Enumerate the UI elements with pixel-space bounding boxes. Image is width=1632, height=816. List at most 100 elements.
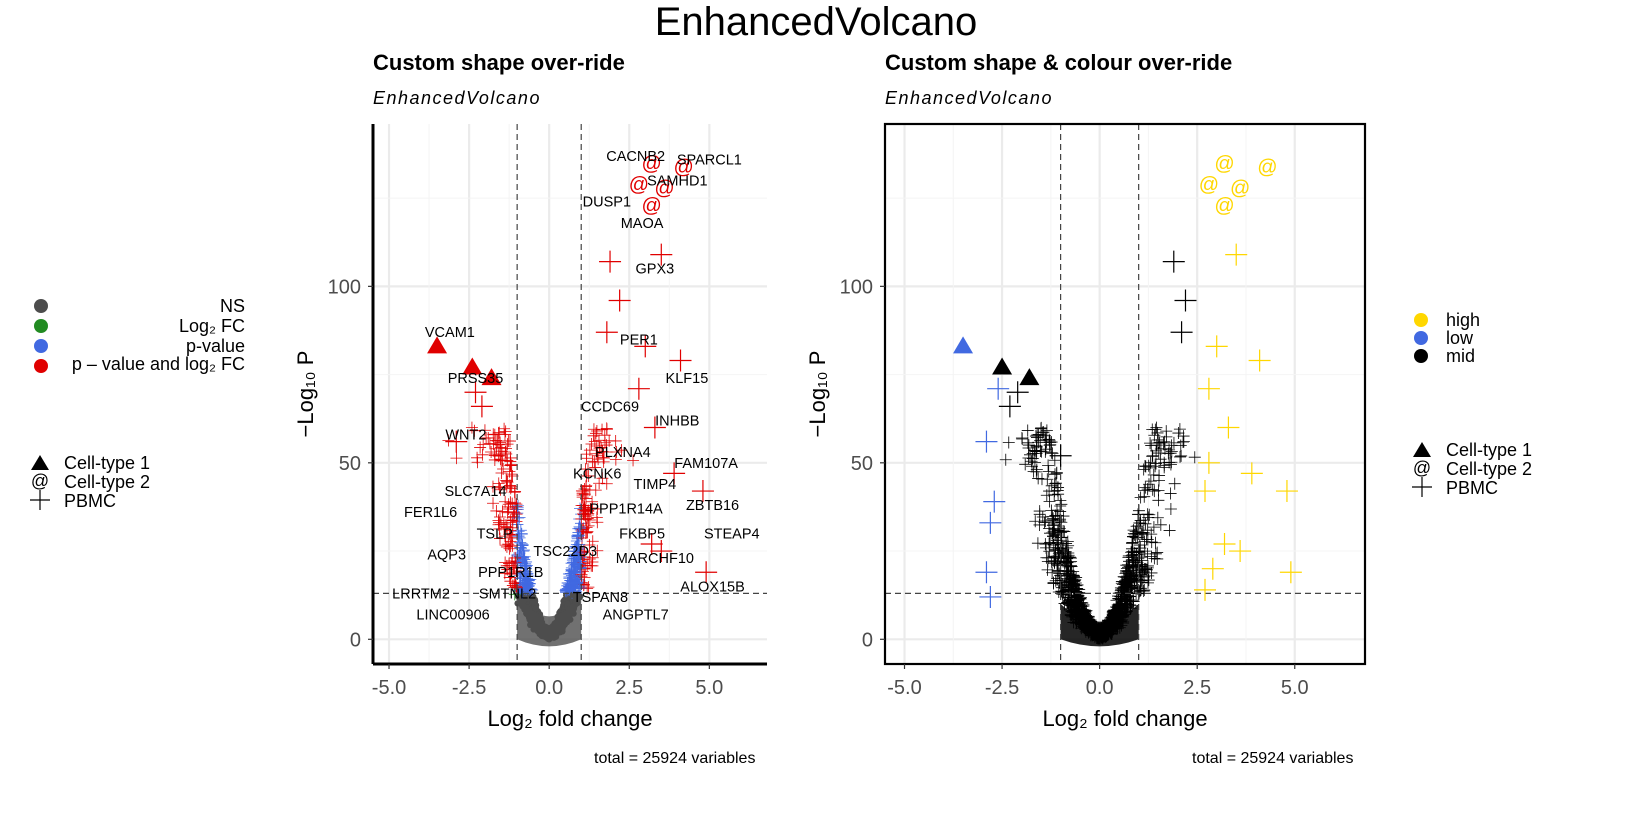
highlight-point-plus <box>1205 335 1228 358</box>
highlight-point-plus <box>1194 480 1216 503</box>
highlight-point-plus <box>695 561 718 584</box>
gene-label: ANGPTL7 <box>603 608 669 624</box>
gene-label: VCAM1 <box>425 325 475 341</box>
highlight-point-plus <box>975 430 998 453</box>
gene-label: MARCHF10 <box>616 551 694 567</box>
highlight-point-plus <box>691 480 714 503</box>
left-caption: total = 25924 variables <box>594 750 756 767</box>
gene-label: PPP1R14A <box>589 502 663 518</box>
highlight-point-at: @ <box>1214 153 1234 175</box>
highlight-point-plus <box>627 377 650 400</box>
highlight-point-at: @ <box>629 174 649 196</box>
background-points <box>442 421 640 647</box>
gene-label: FER1L6 <box>404 505 457 521</box>
gene-label: FKBP5 <box>619 526 665 542</box>
highlight-point-plus <box>1279 561 1302 584</box>
legend-left-shapes: Cell-type 1 @ Cell-type 2 PBMC <box>30 453 230 513</box>
highlight-point-at: @ <box>1214 195 1234 217</box>
highlight-point-plus <box>650 540 673 563</box>
highlight-point-at: @ <box>642 195 662 217</box>
x-tick-label: 2.5 <box>615 677 643 699</box>
highlight-point-plus <box>1229 540 1252 563</box>
x-axis-label: Log₂ fold change <box>1042 706 1207 731</box>
figure-title: EnhancedVolcano <box>654 0 978 44</box>
legend-low-dot <box>1414 331 1428 345</box>
y-tick-label: 50 <box>851 453 873 475</box>
gene-label: AQP3 <box>427 548 466 564</box>
highlight-point-plus <box>983 490 1006 513</box>
highlight-point-triangle <box>953 336 974 354</box>
highlight-point-plus <box>464 381 487 404</box>
legend-pbmc-label: PBMC <box>1446 478 1499 498</box>
gene-label: STEAP4 <box>704 526 760 542</box>
highlight-point-triangle <box>427 336 448 354</box>
background-points <box>999 421 1201 647</box>
gene-label: INHBB <box>655 413 699 429</box>
panel-border <box>883 122 1367 666</box>
gene-label: KCNK6 <box>573 466 621 482</box>
highlight-point-at: @ <box>1199 174 1219 196</box>
highlight-point-plus <box>470 395 493 418</box>
legend-both-dot <box>34 359 48 373</box>
cutoff-lines <box>373 124 767 664</box>
y-tick-label: 50 <box>339 453 361 475</box>
gene-label: LRRTM2 <box>392 586 450 602</box>
x-axis-label: Log₂ fold change <box>487 706 652 731</box>
gene-label: WNT2 <box>445 428 486 444</box>
gene-label: KLF15 <box>666 371 709 387</box>
legend-celltype1-label: Cell-type 1 <box>64 453 151 473</box>
gene-label: TSC22D3 <box>533 544 597 560</box>
highlight-point-plus <box>1213 533 1236 555</box>
x-tick-label: 5.0 <box>1281 677 1309 699</box>
legend-pbmc-label: PBMC <box>64 491 117 511</box>
highlight-point-plus <box>1201 557 1224 580</box>
right-panel-subtitle: EnhancedVolcano <box>885 88 1053 108</box>
cutoff-lines <box>885 124 1365 664</box>
triangle-icon <box>31 455 49 470</box>
highlight-point-plus <box>1170 321 1193 344</box>
x-tick-label: 0.0 <box>1086 677 1114 699</box>
y-tick-label: 100 <box>328 276 361 298</box>
legend-celltype2-label: Cell-type 2 <box>64 472 151 492</box>
highlight-point-plus <box>663 462 686 485</box>
gene-label: TSPAN8 <box>573 590 628 606</box>
gene-label: SMTNL2 <box>479 586 536 602</box>
highlight-point-plus <box>1197 451 1220 474</box>
highlight-point-plus <box>608 289 631 312</box>
gene-label: SAMHD1 <box>647 173 707 189</box>
legend-both-label: p – value and log₂ FC <box>71 354 245 374</box>
y-tick-label: 0 <box>350 629 361 651</box>
legend-mid-label: mid <box>1446 346 1476 366</box>
gene-label: FAM107A <box>674 456 738 472</box>
left-panel-subtitle: EnhancedVolcano <box>373 88 541 108</box>
highlight-point-plus <box>1049 444 1072 467</box>
highlight-point-triangle <box>992 357 1013 375</box>
highlight-point-at: @ <box>654 178 674 200</box>
highlight-point-plus <box>445 430 468 453</box>
highlight-point-triangle <box>1019 368 1040 386</box>
highlight-point-plus <box>1225 243 1248 266</box>
gene-label: TSLP <box>477 526 513 542</box>
legend-log2fc-dot <box>34 319 48 333</box>
highlight-point-at: @ <box>1257 156 1277 178</box>
legend-right-colours: high low mid <box>1412 310 1512 370</box>
highlight-point-plus <box>634 335 657 358</box>
legend-pvalue-label: p-value <box>185 336 245 356</box>
at-sign-icon: @ <box>30 471 50 491</box>
highlight-point-plus <box>643 416 666 439</box>
highlight-point-plus <box>1197 377 1220 400</box>
legend-high-label: high <box>1446 310 1481 330</box>
gene-label: ALOX15B <box>680 579 745 595</box>
x-tick-label: 2.5 <box>1183 677 1211 699</box>
gene-label: PER1 <box>620 332 658 348</box>
highlight-point-plus <box>599 250 622 273</box>
highlight-point-plus <box>1006 381 1029 404</box>
plus-icon <box>1412 477 1432 497</box>
right-panel-title: Custom shape & colour over-ride <box>885 50 1233 75</box>
legend-celltype1-label: Cell-type 1 <box>1446 440 1533 460</box>
gene-label: PPP1R1B <box>478 565 543 581</box>
legend-left-colours: NS Log₂ FC p-value p – value and log₂ FC <box>30 296 245 376</box>
highlight-point-plus <box>1248 349 1271 372</box>
y-tick-label: 100 <box>840 276 873 298</box>
grid <box>885 124 1365 664</box>
